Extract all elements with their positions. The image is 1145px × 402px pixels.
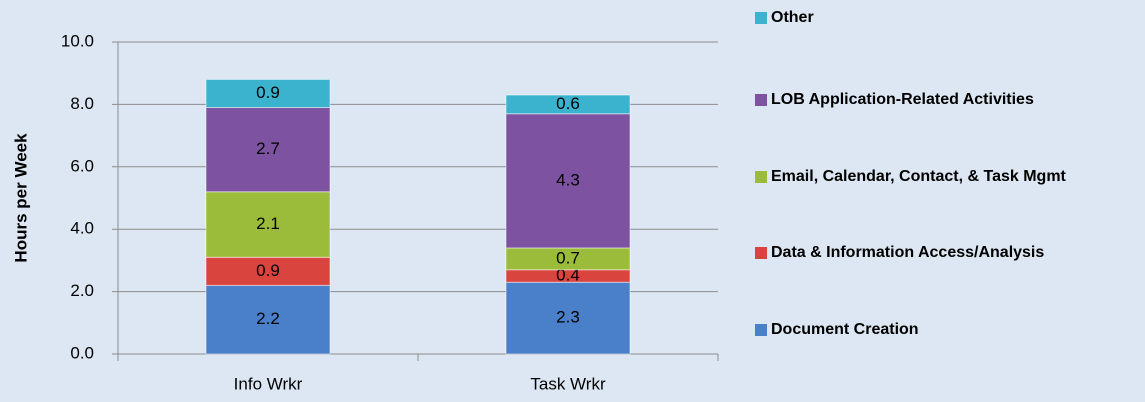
bar-segment [505,281,631,355]
legend-item: Email, Calendar, Contact, & Task Mgmt [755,165,1125,189]
data-label: 0.9 [256,83,280,102]
bar-segment [505,113,631,249]
legend-swatch [755,94,767,106]
bar-segment [205,191,331,258]
x-tick-label: Info Wrkr [234,374,303,393]
bar-segment [505,94,631,115]
data-label: 2.1 [256,214,280,233]
y-tick-label: 0.0 [70,343,94,362]
bar-segment [205,284,331,355]
legend-label: Data & Information Access/Analysis [771,244,1045,261]
legend-label: Document Creation [771,321,919,338]
data-label: 2.7 [256,139,280,158]
data-label: 0.6 [556,94,580,113]
data-label: 2.2 [256,309,280,328]
data-label: 0.9 [256,261,280,280]
legend-item: Other [755,6,1125,30]
bar-segment [205,78,331,109]
legend-item: LOB Application-Related Activities [755,88,1125,112]
bar-segment [205,107,331,193]
legend-item: Data & Information Access/Analysis [755,241,1125,265]
y-tick-label: 8.0 [70,94,94,113]
legend-swatch [755,247,767,259]
y-tick-label: 6.0 [70,156,94,175]
legend-label: Other [771,9,814,26]
data-label: 0.7 [556,248,580,267]
y-tick-label: 10.0 [61,31,94,50]
legend-swatch [755,12,767,24]
y-tick-label: 4.0 [70,219,94,238]
data-label: 2.3 [556,308,580,327]
legend-label: LOB Application-Related Activities [771,91,1034,108]
y-axis-label: Hours per Week [11,133,30,263]
legend-swatch [755,324,767,336]
legend-label: Email, Calendar, Contact, & Task Mgmt [771,168,1066,185]
data-label: 4.3 [556,170,580,189]
bar-segment [205,256,331,286]
legend-item: Document Creation [755,318,1125,342]
x-tick-label: Task Wrkr [530,374,606,393]
y-tick-label: 2.0 [70,281,94,300]
legend-swatch [755,171,767,183]
